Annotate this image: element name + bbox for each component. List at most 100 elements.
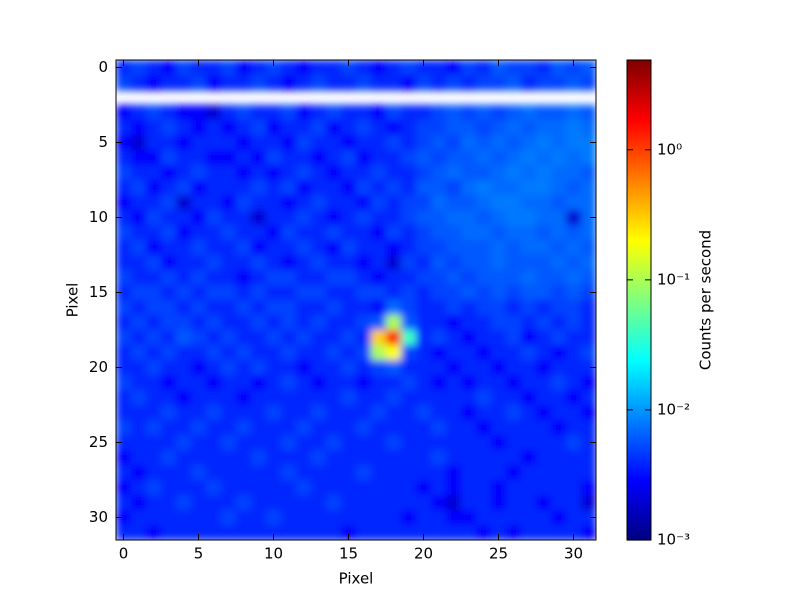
colorbar-segment	[627, 478, 651, 481]
x-tick-label: 20	[414, 545, 433, 563]
heatmap-cell	[191, 165, 207, 181]
heatmap-cell	[191, 75, 207, 91]
colorbar-segment	[627, 178, 651, 181]
heatmap-cell	[521, 345, 537, 361]
heatmap-cell	[176, 360, 192, 376]
heatmap-cell	[476, 375, 492, 391]
heatmap-cell	[311, 195, 327, 211]
heatmap-cell	[161, 195, 177, 211]
colorbar-segment	[627, 344, 651, 347]
heatmap-cell	[461, 180, 477, 196]
heatmap-cell	[461, 240, 477, 256]
heatmap-cell	[371, 135, 387, 151]
heatmap-cell	[461, 270, 477, 286]
heatmap-cell	[281, 270, 297, 286]
heatmap-cell	[206, 465, 222, 481]
heatmap-cell	[116, 465, 132, 481]
heatmap-cell	[476, 60, 492, 76]
y-tick-label: 10	[89, 208, 108, 226]
heatmap-cell	[176, 270, 192, 286]
heatmap-cell	[221, 300, 237, 316]
colorbar-segment	[627, 162, 651, 165]
heatmap-cell	[521, 405, 537, 421]
heatmap-cell	[551, 285, 567, 301]
heatmap-cell	[296, 120, 312, 136]
heatmap-cell	[131, 375, 147, 391]
heatmap-cell	[551, 225, 567, 241]
heatmap-cell	[521, 315, 537, 331]
colorbar-segment	[627, 260, 651, 263]
heatmap-cell	[146, 465, 162, 481]
heatmap-cell	[176, 300, 192, 316]
heatmap-cell	[386, 135, 402, 151]
heatmap-cell	[146, 510, 162, 526]
heatmap-cell	[356, 450, 372, 466]
heatmap-cell	[266, 60, 282, 76]
heatmap-cell	[431, 480, 447, 496]
heatmap-cell	[191, 360, 207, 376]
heatmap-cell	[521, 60, 537, 76]
heatmap-cell	[251, 435, 267, 451]
heatmap-cell	[446, 120, 462, 136]
heatmap-cell	[461, 75, 477, 91]
heatmap-cell	[236, 525, 252, 540]
heatmap-cell	[341, 315, 357, 331]
heatmap-cell	[341, 180, 357, 196]
heatmap-cell	[416, 180, 432, 196]
heatmap-cell	[161, 240, 177, 256]
heatmap-cell	[296, 210, 312, 226]
heatmap-cell	[311, 315, 327, 331]
heatmap-cell	[401, 300, 417, 316]
heatmap-cell	[461, 375, 477, 391]
heatmap-cell	[476, 330, 492, 346]
heatmap-cell	[206, 435, 222, 451]
colorbar-segment	[627, 214, 651, 217]
heatmap-cell	[326, 150, 342, 166]
colorbar-segment	[627, 460, 651, 463]
heatmap-cell	[116, 510, 132, 526]
heatmap-cell	[356, 180, 372, 196]
heatmap-cell	[386, 195, 402, 211]
heatmap-cell	[251, 300, 267, 316]
heatmap-cell	[506, 60, 522, 76]
colorbar-segment	[627, 86, 651, 89]
colorbar-segment	[627, 328, 651, 331]
heatmap-cell	[251, 285, 267, 301]
heatmap-cell	[536, 210, 552, 226]
colorbar-segment	[627, 534, 651, 537]
heatmap-cell	[116, 420, 132, 436]
colorbar-segment	[627, 318, 651, 321]
heatmap-cell	[311, 285, 327, 301]
heatmap-cell	[296, 450, 312, 466]
heatmap-cell	[551, 150, 567, 166]
colorbar-segment	[627, 120, 651, 123]
heatmap-cell	[536, 525, 552, 540]
heatmap-cell	[131, 210, 147, 226]
colorbar-segment	[627, 246, 651, 249]
heatmap-cell	[281, 210, 297, 226]
heatmap-cell	[191, 135, 207, 151]
heatmap-cell	[176, 60, 192, 76]
heatmap-cell	[506, 315, 522, 331]
colorbar-segment	[627, 252, 651, 255]
heatmap-cell	[521, 165, 537, 181]
heatmap-cell	[341, 435, 357, 451]
heatmap-cell	[116, 270, 132, 286]
colorbar-segment	[627, 160, 651, 163]
heatmap-cell	[281, 285, 297, 301]
heatmap-cell	[416, 420, 432, 436]
heatmap-cell	[206, 225, 222, 241]
heatmap-cell	[206, 480, 222, 496]
heatmap-cell	[296, 330, 312, 346]
heatmap-cell	[491, 135, 507, 151]
heatmap-cell	[236, 150, 252, 166]
heatmap-cell	[296, 270, 312, 286]
heatmap-cell	[491, 420, 507, 436]
colorbar-segment	[627, 420, 651, 423]
heatmap-cell	[236, 315, 252, 331]
heatmap-cell	[281, 165, 297, 181]
heatmap-cell	[236, 390, 252, 406]
colorbar-segment	[627, 466, 651, 469]
heatmap-cell	[176, 210, 192, 226]
heatmap-cell	[551, 330, 567, 346]
